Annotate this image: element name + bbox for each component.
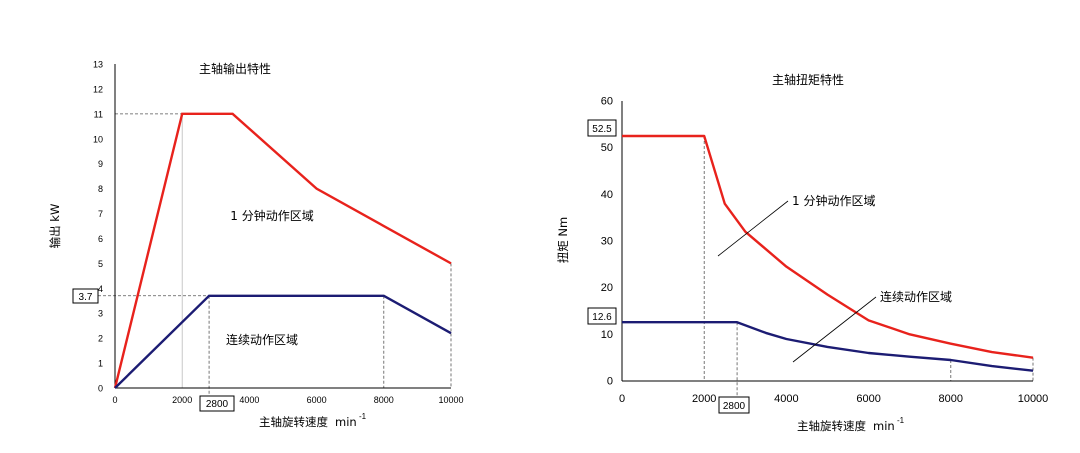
torque-y-tick-label: 30	[601, 236, 613, 248]
power-x-tick-label: 10000	[438, 395, 463, 405]
power-y-tick-label: 11	[94, 109, 103, 119]
power-y-axis-title: 输出 kW	[48, 204, 62, 249]
power-y-tick-label: 12	[93, 84, 103, 94]
power-y-tick-label: 3	[98, 309, 103, 319]
torque-guides	[703, 136, 1034, 397]
torque-region-1min-label: 1 分钟动作区域	[792, 193, 875, 208]
torque-x-tick-label: 0	[619, 393, 625, 405]
torque-x-tick-label: 4000	[774, 393, 798, 405]
power-y-tick-label: 4	[98, 284, 103, 294]
power-y-tick-label: 9	[98, 159, 103, 169]
torque-y-callout-box-top	[587, 119, 617, 137]
power-x-tick-label: 6000	[307, 395, 327, 405]
torque-x-tick-label: 6000	[856, 393, 880, 405]
power-x-callout-value: 2800	[206, 399, 229, 410]
power-guides	[98, 113, 452, 396]
torque-x-ticks: 0 2000 4000 6000 8000 10000	[619, 393, 1048, 405]
torque-series-1min-line	[622, 134, 1034, 359]
torque-y-tick-label: 10	[601, 329, 613, 341]
torque-x-tick-label: 10000	[1018, 393, 1049, 405]
power-y-tick-label: 13	[93, 60, 103, 70]
torque-chart: 主轴扭矩特性 0 10 20 30 40 50 60 0 2000 4000 6000 8000 10…	[556, 72, 1048, 433]
power-chart-title: 主轴输出特性	[199, 61, 271, 76]
torque-y-tick-label: 50	[601, 142, 613, 154]
power-y-tick-label: 8	[98, 184, 103, 194]
torque-x-axis-unit-exponent: -1	[897, 416, 905, 425]
power-y-callout-box	[72, 288, 99, 304]
torque-x-callout-value: 2800	[723, 401, 746, 412]
torque-y-callout-value-top: 52.5	[592, 124, 612, 135]
power-y-tick-label: 0	[98, 384, 103, 394]
power-x-ticks: 0 2000 4000 6000 8000 10000	[112, 395, 463, 405]
torque-y-tick-label: 20	[601, 282, 613, 294]
torque-y-ticks: 0 10 20 30 40 50 60	[601, 96, 613, 388]
torque-x-tick-label: 8000	[939, 393, 963, 405]
torque-y-tick-label: 0	[607, 376, 613, 388]
torque-y-callout-value-bottom: 12.6	[592, 312, 612, 323]
power-x-tick-label: 2000	[172, 395, 192, 405]
torque-x-callout-box	[718, 396, 750, 414]
torque-1min-leader-line	[717, 200, 789, 257]
torque-x-tick-label: 2000	[692, 393, 716, 405]
power-y-tick-label: 6	[98, 234, 103, 244]
power-x-axis-unit: min	[335, 415, 357, 429]
torque-y-axis-title: 扭矩 Nm	[556, 217, 570, 263]
power-y-callout-value: 3.7	[79, 292, 93, 303]
power-region-1min-label: 1 分钟动作区域	[230, 208, 313, 223]
torque-continuous-leader-line	[792, 296, 877, 363]
torque-series-continuous-line	[622, 321, 1034, 372]
power-y-tick-label: 7	[98, 209, 103, 219]
power-series-continuous-line	[114, 294, 452, 389]
power-x-axis-title: 主轴旋转速度	[259, 415, 328, 429]
torque-y-callout-box-bottom	[587, 307, 617, 325]
power-x-axis-unit-exponent: -1	[359, 412, 367, 421]
torque-x-axis-unit: min	[873, 419, 895, 433]
power-x-tick-label: 8000	[374, 395, 394, 405]
power-y-tick-label: 1	[98, 359, 103, 369]
power-series-1min-line	[113, 112, 452, 389]
power-region-continuous-label: 连续动作区域	[226, 332, 298, 347]
power-y-tick-label: 5	[98, 259, 103, 269]
torque-chart-title: 主轴扭矩特性	[772, 72, 844, 87]
power-x-callout-box	[199, 395, 235, 412]
power-y-tick-label: 10	[93, 134, 103, 144]
power-x-tick-label: 4000	[239, 395, 259, 405]
power-y-tick-label: 2	[98, 334, 103, 344]
power-x-tick-label: 0	[112, 395, 117, 405]
torque-y-tick-label: 60	[601, 96, 613, 108]
torque-y-tick-label: 40	[601, 189, 613, 201]
torque-region-continuous-label: 连续动作区域	[880, 289, 952, 304]
torque-x-axis-title: 主轴旋转速度	[797, 419, 866, 433]
